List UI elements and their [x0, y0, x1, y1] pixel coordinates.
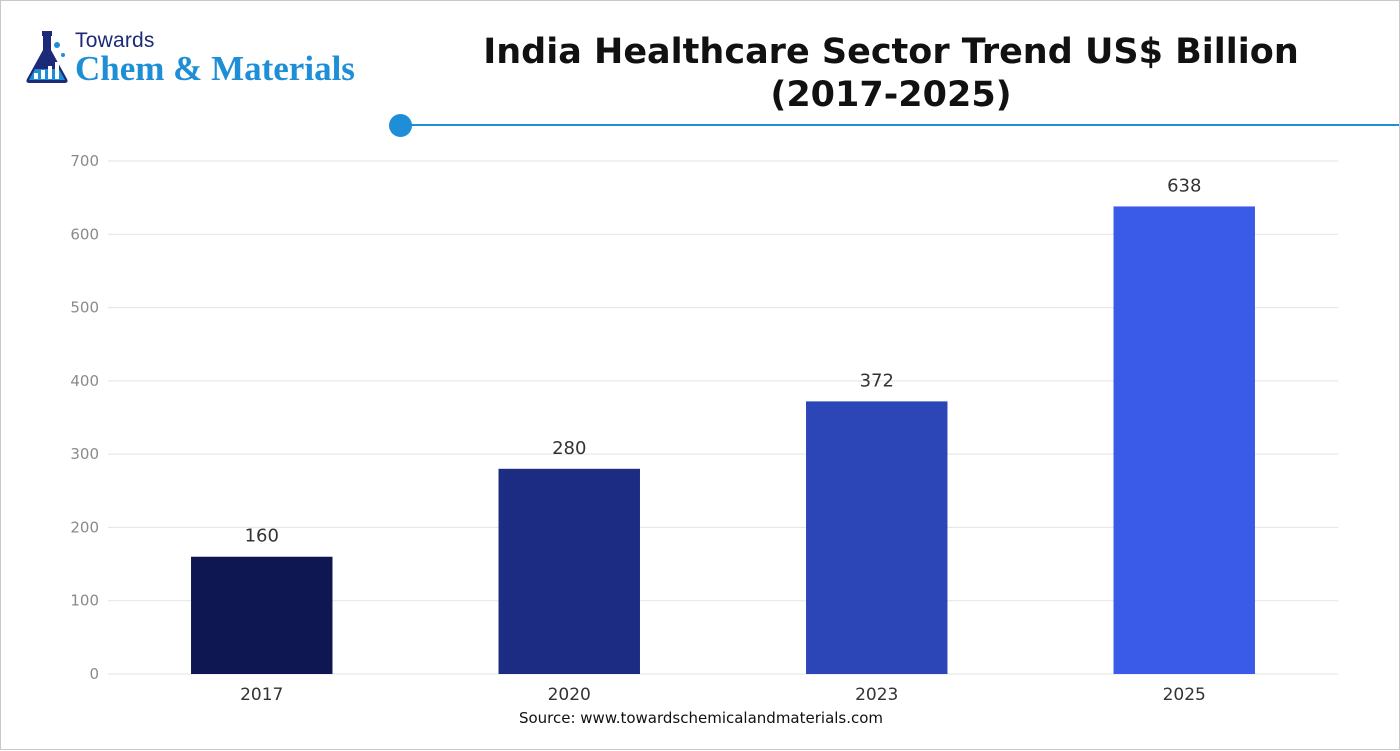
bar: [498, 468, 640, 674]
logo-top-text: Towards: [75, 29, 155, 52]
y-tick-label: 300: [70, 445, 99, 463]
bar: [1113, 206, 1255, 675]
data-label: 160: [245, 526, 279, 547]
brand-logo: Towards Chem & Materials: [21, 27, 391, 89]
data-label: 280: [552, 438, 586, 459]
y-tick-label: 600: [70, 225, 99, 243]
logo-main-text: Chem & Materials: [75, 49, 355, 88]
y-tick-label: 100: [70, 592, 99, 610]
y-tick-label: 0: [89, 665, 99, 683]
data-label: 372: [860, 370, 894, 391]
x-tick-label: 2020: [548, 685, 591, 705]
chart-title: India Healthcare Sector Trend US$ Billio…: [471, 31, 1311, 117]
bar: [806, 401, 948, 674]
data-label: 638: [1167, 175, 1201, 196]
y-tick-label: 500: [70, 299, 99, 317]
title-divider-line: [401, 124, 1399, 126]
flask-icon: [26, 31, 68, 83]
y-tick-label: 700: [70, 152, 99, 170]
x-tick-label: 2017: [240, 685, 283, 705]
bar: [191, 556, 333, 674]
chart-title-line2: (2017-2025): [770, 75, 1012, 115]
y-tick-label: 200: [70, 518, 99, 536]
x-tick-label: 2025: [1163, 685, 1206, 705]
x-tick-label: 2023: [855, 685, 898, 705]
source-note: Source: www.towardschemicalandmaterials.…: [518, 709, 884, 727]
chart-title-line1: India Healthcare Sector Trend US$ Billio…: [483, 32, 1299, 72]
title-divider-dot: [389, 114, 412, 137]
y-tick-label: 400: [70, 372, 99, 390]
